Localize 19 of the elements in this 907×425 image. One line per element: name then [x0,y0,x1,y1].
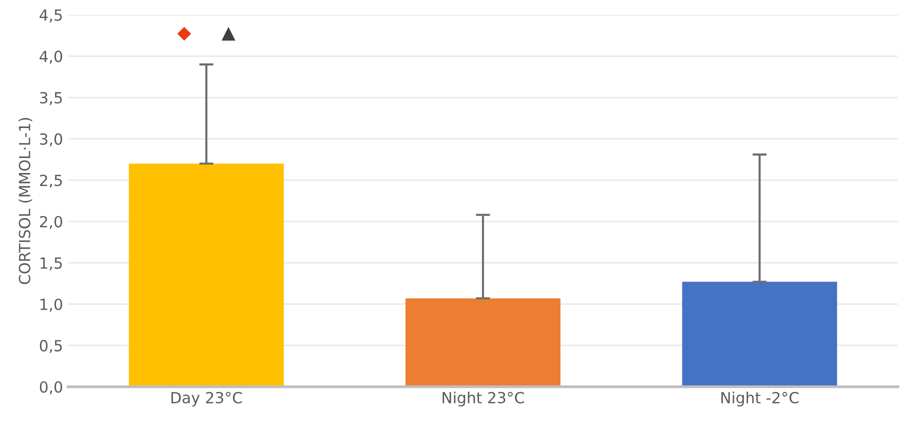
bar [128,164,284,387]
x-tick-label: Night 23°C [442,392,524,406]
y-tick-label: 1,0 [40,298,62,312]
annotation: ▲ [222,26,236,41]
y-tick-label: 4,5 [40,10,62,22]
y-tick-label: 2,5 [40,174,62,188]
x-tick-label: Day 23°C [171,392,242,406]
bar [406,298,560,387]
y-tick-label: 0,5 [40,340,62,354]
x-tick-label: Night -2°C [721,392,799,406]
y-tick-label: 0,0 [40,381,62,394]
y-tick-label: 1,5 [40,257,62,270]
y-tick-label: 4,0 [40,50,62,64]
annotation: ◆ [177,26,192,41]
bar [682,282,838,387]
y-tick-label: 2,0 [40,216,62,230]
y-axis-title: CORTISOL (MMOL·L-1) [18,118,32,284]
y-tick-label: 3,0 [40,133,62,146]
y-tick-label: 3,5 [40,92,62,106]
